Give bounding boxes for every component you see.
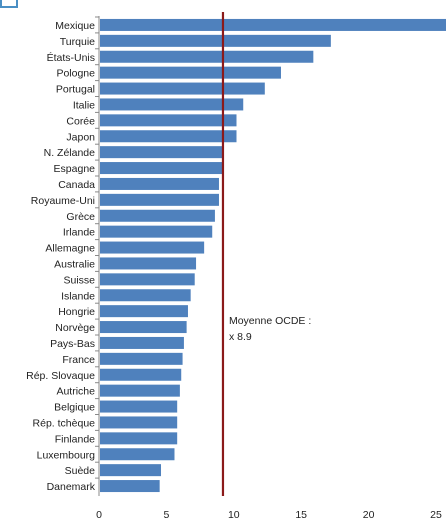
category-label: Belgique	[54, 402, 95, 414]
bar	[100, 448, 175, 461]
x-tick-label: 10	[228, 509, 240, 520]
category-label: Suisse	[63, 274, 95, 286]
bar	[100, 480, 160, 493]
bar	[100, 384, 180, 397]
bar	[100, 34, 331, 47]
category-label: Royaume-Uni	[31, 195, 95, 207]
category-label: Islande	[61, 290, 95, 302]
category-label: Pologne	[56, 68, 95, 80]
category-label: Autriche	[56, 386, 95, 398]
bar	[100, 209, 215, 222]
bar	[100, 464, 162, 477]
x-tick-label: 15	[295, 509, 307, 520]
bar	[100, 305, 188, 318]
category-label: Suède	[65, 465, 96, 477]
frame-corner-decoration	[0, 0, 18, 8]
bar	[100, 336, 184, 349]
category-label: Turquie	[60, 36, 95, 48]
bar	[100, 177, 219, 190]
category-label: Japon	[66, 131, 95, 143]
bar	[100, 352, 183, 365]
ocde-average-value-label: x 8.9	[229, 331, 252, 343]
bar	[100, 146, 224, 159]
bar	[100, 82, 265, 95]
category-label: Corée	[66, 115, 95, 127]
bar	[100, 400, 178, 413]
category-label: Mexique	[55, 20, 95, 32]
bar	[100, 273, 195, 286]
category-label: Hongrie	[58, 306, 95, 318]
category-labels-group: Mexique Turquie États-Unis Pologne Portugal I…	[26, 20, 96, 493]
category-label: États-Unis	[47, 51, 95, 64]
bar	[100, 162, 224, 175]
bar	[100, 368, 182, 381]
category-label: Rép. Slovaque	[26, 370, 95, 382]
bar	[100, 98, 244, 111]
category-label: Espagne	[54, 163, 96, 175]
bar	[100, 66, 281, 79]
bar	[100, 114, 237, 127]
bar	[100, 225, 213, 238]
bar	[100, 130, 237, 143]
category-label: Pays-Bas	[50, 338, 95, 350]
bar	[100, 289, 191, 302]
category-label: Allemagne	[45, 243, 95, 255]
category-label: Danemark	[47, 481, 96, 493]
category-label: Rép. tchèque	[33, 417, 96, 429]
x-tick-label: 25	[430, 509, 442, 520]
bar	[100, 432, 178, 445]
category-label: Italie	[73, 99, 95, 111]
category-label: Portugal	[56, 84, 95, 96]
x-tick-label: 5	[163, 509, 169, 520]
category-label: Luxembourg	[37, 449, 96, 461]
bar	[100, 18, 446, 31]
category-label: Finlande	[55, 433, 95, 445]
x-tick-label: 20	[363, 509, 375, 520]
x-tick-labels-group: 0 5 10 15 20 25	[96, 509, 442, 520]
bar	[100, 193, 219, 206]
bar	[100, 241, 205, 254]
bar	[100, 416, 178, 429]
ocde-average-label: Moyenne OCDE :	[229, 315, 311, 327]
axis-group	[95, 16, 100, 496]
category-label: Australie	[54, 258, 95, 270]
bars-group	[100, 18, 446, 493]
bar	[100, 321, 187, 334]
category-label: France	[62, 354, 95, 366]
category-label: Irlande	[63, 227, 95, 239]
category-label: Grèce	[66, 211, 95, 223]
category-label: Norvège	[55, 322, 95, 334]
category-label: Canada	[58, 179, 95, 191]
x-tick-label: 0	[96, 509, 102, 520]
category-label: N. Zélande	[44, 147, 96, 159]
bar	[100, 257, 197, 270]
bar	[100, 50, 314, 63]
